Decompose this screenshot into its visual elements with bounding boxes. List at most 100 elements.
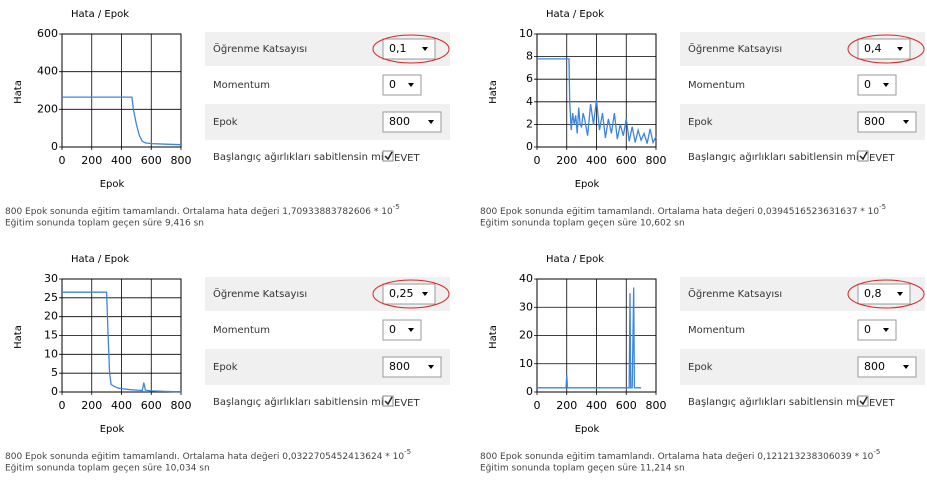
dropdown-arrow [408, 328, 414, 332]
field-label: Epok [213, 362, 238, 373]
result-exponent: -5 [873, 448, 880, 456]
y-tick-label: 40 [519, 272, 533, 285]
y-tick-label: 5 [51, 366, 58, 379]
select-box[interactable] [857, 283, 911, 305]
dropdown-arrow [883, 83, 889, 87]
y-tick-label: 0 [51, 140, 58, 153]
data-line [62, 96, 182, 146]
checkbox[interactable] [857, 150, 869, 162]
y-tick-label: 2 [526, 117, 533, 130]
checkbox-label: EVET [394, 153, 420, 164]
y-tick-label: 6 [526, 72, 533, 85]
select-box[interactable] [857, 38, 911, 60]
result-message: 800 Epok sonunda eğitim tamamlandı. Orta… [480, 207, 879, 217]
highlight-ellipse [372, 279, 450, 309]
result-message: 800 Epok sonunda eğitim tamamlandı. Orta… [480, 452, 874, 462]
panel: Hata / Epok Epok Hata 0 200 400 600 0 200 400 600 8… [5, 9, 450, 229]
chart-title: Hata / Epok [546, 9, 604, 20]
select-value[interactable]: 0 [389, 323, 396, 336]
select-value[interactable]: 0,4 [864, 42, 882, 55]
chart-title: Hata / Epok [71, 254, 129, 265]
dropdown-arrow [897, 292, 903, 296]
result-exponent: -5 [393, 203, 400, 211]
y-tick-label: 10 [519, 357, 533, 370]
result-text: 800 Epok sonunda eğitim tamamlandı. Orta… [480, 448, 880, 462]
select-box[interactable] [857, 74, 897, 96]
field-label: Başlangıç ağırlıkları sabitlensin mi ? [688, 151, 867, 163]
field-label: Başlangıç ağırlıkları sabitlensin mi ? [213, 396, 392, 408]
y-tick-label: 10 [519, 27, 533, 40]
x-tick-label: 200 [81, 399, 102, 412]
y-tick-label: 10 [44, 347, 58, 360]
highlight-ellipse [847, 279, 925, 309]
field-label: Öğrenme Katsayısı [213, 287, 307, 300]
select-box[interactable] [382, 356, 442, 378]
field-label: Öğrenme Katsayısı [688, 287, 782, 300]
y-tick-label: 15 [44, 329, 58, 342]
y-axis-label: Hata [13, 325, 24, 349]
checkbox[interactable] [857, 395, 869, 407]
select-value[interactable]: 0 [864, 78, 871, 91]
select-value[interactable]: 800 [389, 360, 410, 373]
select-value[interactable]: 800 [864, 360, 885, 373]
select-value[interactable]: 0,25 [389, 287, 414, 300]
dropdown-arrow [897, 47, 903, 51]
time-text: Eğitim sonunda toplam geçen süre 10,034 … [5, 464, 210, 474]
x-tick-label: 600 [616, 399, 637, 412]
select-box[interactable] [857, 319, 897, 341]
select-value[interactable]: 0 [864, 323, 871, 336]
field-label: Momentum [213, 325, 270, 336]
chart-title: Hata / Epok [546, 254, 604, 265]
x-axis-label: Epok [100, 179, 125, 190]
x-tick-label: 200 [81, 154, 102, 167]
x-tick-label: 200 [556, 399, 577, 412]
x-tick-label: 0 [534, 399, 541, 412]
select-box[interactable] [382, 38, 436, 60]
checkbox[interactable] [382, 150, 394, 162]
x-tick-label: 400 [586, 154, 607, 167]
checkbox-label: EVET [869, 398, 895, 409]
y-tick-label: 20 [44, 310, 58, 323]
data-line [537, 287, 642, 389]
field-label: Öğrenme Katsayısı [213, 42, 307, 55]
select-value[interactable]: 800 [864, 115, 885, 128]
select-box[interactable] [382, 283, 436, 305]
field-label: Başlangıç ağırlıkları sabitlensin mi ? [213, 151, 392, 163]
checkbox-label: EVET [869, 153, 895, 164]
select-box[interactable] [857, 111, 917, 133]
field-label: Momentum [688, 325, 745, 336]
x-axis-label: Epok [100, 424, 125, 435]
select-box[interactable] [382, 111, 442, 133]
x-tick-label: 0 [59, 154, 66, 167]
result-message: 800 Epok sonunda eğitim tamamlandı. Orta… [5, 452, 404, 462]
panel: Hata / Epok Epok Hata 0 5 10 15 20 25 30 0 200 400 60… [5, 254, 450, 474]
select-value[interactable]: 800 [389, 115, 410, 128]
x-tick-label: 800 [646, 399, 667, 412]
y-tick-label: 400 [37, 65, 58, 78]
x-tick-label: 0 [534, 154, 541, 167]
dropdown-arrow [422, 292, 428, 296]
x-tick-label: 400 [111, 399, 132, 412]
select-value[interactable]: 0,1 [389, 42, 407, 55]
dropdown-arrow [408, 83, 414, 87]
y-tick-label: 4 [526, 95, 533, 108]
check-mark [859, 151, 868, 161]
y-tick-label: 8 [526, 50, 533, 63]
select-value[interactable]: 0 [389, 78, 396, 91]
y-axis-label: Hata [13, 80, 24, 104]
select-value[interactable]: 0,8 [864, 287, 882, 300]
checkbox[interactable] [382, 395, 394, 407]
select-box[interactable] [382, 74, 422, 96]
time-text: Eğitim sonunda toplam geçen süre 10,602 … [480, 219, 685, 229]
y-axis-label: Hata [488, 325, 499, 349]
highlight-ellipse [847, 34, 925, 64]
result-text: 800 Epok sonunda eğitim tamamlandı. Orta… [5, 203, 400, 217]
x-tick-label: 400 [586, 399, 607, 412]
panel: Hata / Epok Epok Hata 0 2 4 6 8 10 0 200 400 600 800 Ö… [480, 9, 925, 229]
select-box[interactable] [382, 319, 422, 341]
field-label: Epok [688, 362, 713, 373]
select-box[interactable] [857, 356, 917, 378]
checkbox-label: EVET [394, 398, 420, 409]
